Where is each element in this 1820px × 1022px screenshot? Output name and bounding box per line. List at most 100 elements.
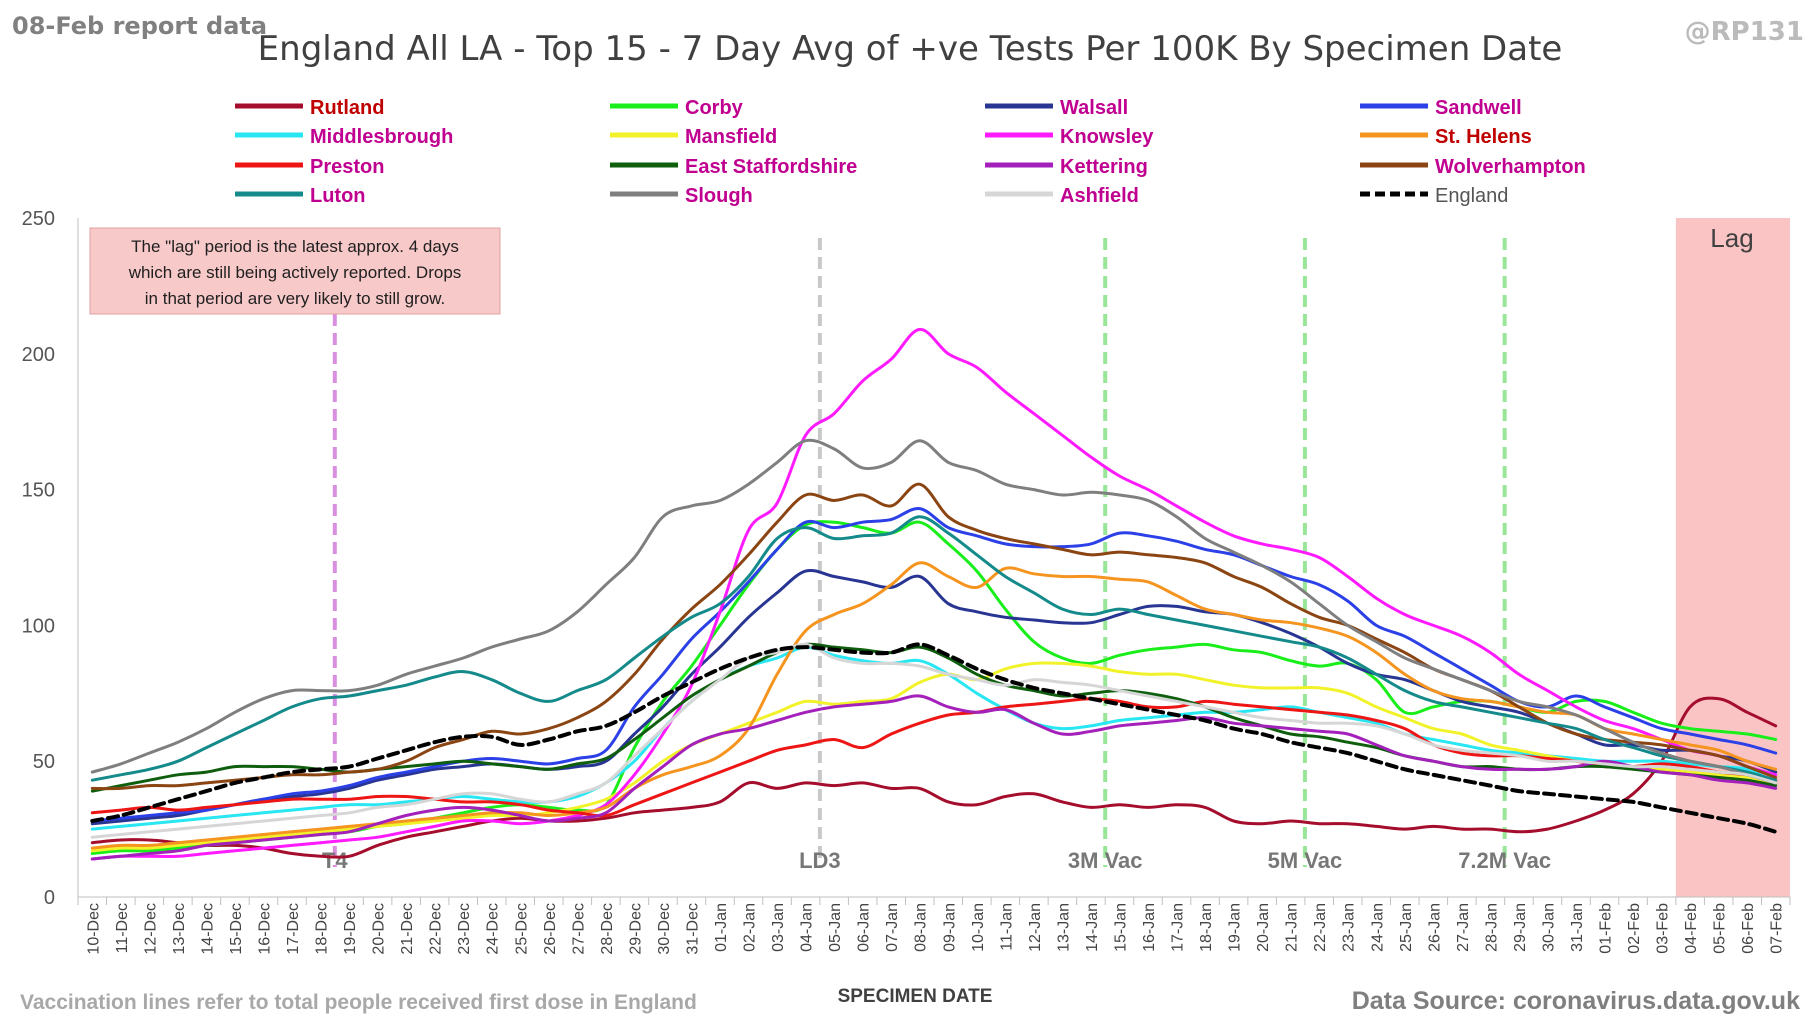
x-tick-label: 30-Jan — [1540, 903, 1557, 952]
legend-item: Walsall — [985, 97, 1128, 119]
legend-item: Rutland — [235, 97, 384, 119]
footer-note: Vaccination lines refer to total people … — [20, 991, 697, 1014]
y-tick-label: 250 — [22, 208, 55, 230]
chart-title: England All LA - Top 15 - 7 Day Avg of +… — [258, 29, 1563, 69]
legend-label: Rutland — [310, 97, 384, 119]
y-tick-label: 0 — [44, 887, 55, 909]
y-tick-label: 200 — [22, 344, 55, 366]
series-line-sandwell — [90, 507, 1778, 823]
legend-label: Walsall — [1060, 97, 1128, 119]
legend-label: Kettering — [1060, 156, 1148, 178]
x-tick-label: 30-Dec — [656, 903, 673, 955]
x-tick-label: 19-Jan — [1227, 903, 1244, 952]
x-tick-label: 24-Dec — [485, 903, 502, 955]
x-tick-label: 22-Jan — [1312, 903, 1329, 952]
x-tick-label: 10-Jan — [970, 903, 987, 952]
x-tick-label: 15-Dec — [228, 903, 245, 955]
x-tick-label: 27-Jan — [1455, 903, 1472, 952]
series-line-kettering — [90, 694, 1778, 861]
x-tick-label: 29-Jan — [1512, 903, 1529, 952]
legend-label: Middlesbrough — [310, 126, 453, 148]
annotation-label: T4 — [322, 848, 348, 873]
x-tick-label: 08-Jan — [913, 903, 930, 952]
series-line-rutland — [90, 696, 1778, 859]
x-tick-label: 16-Dec — [256, 903, 273, 955]
legend-item: Ashfield — [985, 185, 1139, 207]
x-tick-label: 26-Jan — [1426, 903, 1443, 952]
x-tick-label: 11-Dec — [114, 903, 131, 953]
x-tick-label: 11-Jan — [998, 903, 1015, 951]
x-tick-label: 07-Jan — [884, 903, 901, 952]
x-tick-label: 07-Feb — [1769, 903, 1786, 954]
x-tick-label: 25-Dec — [513, 903, 530, 955]
x-tick-label: 20-Jan — [1255, 903, 1272, 952]
legend-label: Knowsley — [1060, 126, 1154, 148]
legend-item: Luton — [235, 185, 366, 207]
legend-item: Kettering — [985, 156, 1148, 178]
legend-item: Preston — [235, 156, 384, 178]
author-handle: @RP131 — [1685, 17, 1804, 47]
x-tick-label: 06-Feb — [1740, 903, 1757, 954]
x-tick-label: 31-Jan — [1569, 903, 1586, 952]
x-tick-label: 21-Dec — [399, 903, 416, 955]
legend-label: East Staffordshire — [685, 156, 857, 178]
x-tick-label: 09-Jan — [941, 903, 958, 952]
x-tick-label: 01-Jan — [713, 903, 730, 952]
info-box-line-3: in that period are very likely to still … — [145, 289, 445, 308]
x-tick-label: 19-Dec — [342, 903, 359, 955]
info-box-line-2: which are still being actively reported.… — [128, 263, 462, 282]
x-tick-label: 01-Feb — [1598, 903, 1615, 954]
legend-label: Mansfield — [685, 126, 777, 148]
series-line-luton — [90, 515, 1778, 782]
x-tick-label: 12-Jan — [1027, 903, 1044, 952]
legend-item: England — [1360, 185, 1508, 207]
x-tick-label: 29-Dec — [627, 903, 644, 955]
x-tick-label: 14-Jan — [1084, 903, 1101, 952]
annotation-label: LD3 — [799, 848, 841, 873]
x-tick-label: 23-Dec — [456, 903, 473, 955]
x-tick-label: 13-Dec — [171, 903, 188, 955]
annotation-label: 5M Vac — [1268, 848, 1343, 873]
legend-label: Ashfield — [1060, 185, 1139, 207]
x-tick-label: 27-Dec — [570, 903, 587, 955]
annotation-label: 3M Vac — [1068, 848, 1143, 873]
x-tick-label: 05-Jan — [827, 903, 844, 952]
x-tick-label: 26-Dec — [542, 903, 559, 955]
legend-item: St. Helens — [1360, 126, 1532, 148]
x-tick-label: 17-Dec — [285, 903, 302, 955]
y-tick-label: 100 — [22, 615, 55, 637]
x-tick-label: 18-Dec — [314, 903, 331, 955]
x-tick-label: 06-Jan — [856, 903, 873, 952]
x-tick-label: 16-Jan — [1141, 903, 1158, 952]
legend-item: Slough — [610, 185, 753, 207]
legend-item: Middlesbrough — [235, 126, 453, 148]
x-tick-label: 03-Jan — [770, 903, 787, 952]
x-tick-label: 25-Jan — [1398, 903, 1415, 952]
legend-item: Sandwell — [1360, 97, 1522, 119]
x-tick-label: 20-Dec — [371, 903, 388, 955]
x-tick-label: 28-Jan — [1483, 903, 1500, 952]
x-tick-label: 17-Jan — [1170, 903, 1187, 952]
x-tick-label: 05-Feb — [1712, 903, 1729, 954]
x-tick-label: 15-Jan — [1112, 903, 1129, 952]
x-tick-label: 28-Dec — [599, 903, 616, 955]
x-tick-label: 21-Jan — [1284, 903, 1301, 952]
x-axis-label: SPECIMEN DATE — [838, 986, 993, 1007]
legend-item: Mansfield — [610, 126, 777, 148]
series-line-walsall — [90, 568, 1778, 826]
series-line-slough — [90, 438, 1778, 785]
series-line-preston — [90, 697, 1778, 818]
y-tick-label: 50 — [33, 751, 55, 773]
info-box-line-1: The "lag" period is the latest approx. 4… — [131, 237, 459, 256]
legend-item: Corby — [610, 97, 744, 119]
x-tick-label: 24-Jan — [1369, 903, 1386, 952]
x-tick-label: 31-Dec — [684, 903, 701, 955]
legend-label: Luton — [310, 185, 366, 207]
legend-label: Sandwell — [1435, 97, 1522, 119]
x-tick-label: 13-Jan — [1055, 903, 1072, 952]
legend-label: St. Helens — [1435, 126, 1532, 148]
x-tick-label: 04-Feb — [1683, 903, 1700, 954]
legend-item: East Staffordshire — [610, 156, 857, 178]
x-tick-label: 03-Feb — [1655, 903, 1672, 954]
